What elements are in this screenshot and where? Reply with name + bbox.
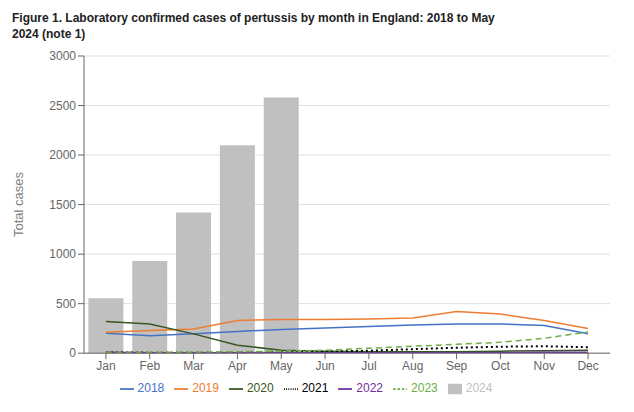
svg-text:0: 0 [69,346,76,360]
html-text:2021: 2021 [301,381,329,396]
svg-text:Jul: Jul [361,359,376,373]
svg-text:Dec: Dec [577,359,598,373]
svg-text:Apr: Apr [228,359,247,373]
svg-text:1500: 1500 [49,198,76,212]
svg-text:1000: 1000 [49,247,76,261]
svg-text:3000: 3000 [49,49,76,63]
html-text:2024 (note 1): 2024 (note 1) [12,27,86,41]
html-text:Figure 1. Laboratory confirmed: Figure 1. Laboratory confirmed cases of … [12,11,495,25]
svg-text:Feb: Feb [139,359,160,373]
svg-text:500: 500 [56,297,76,311]
html-text:2019: 2019 [192,381,219,396]
svg-text:Sep: Sep [446,359,468,373]
svg-text:May: May [270,359,293,373]
svg-text:Nov: Nov [534,359,555,373]
svg-text:Mar: Mar [183,359,204,373]
svg-text:Aug: Aug [402,359,423,373]
html-text:2022: 2022 [356,381,383,396]
svg-text:Jan: Jan [96,359,115,373]
html-text:2023: 2023 [411,381,438,396]
svg-text:Jun: Jun [315,359,334,373]
svg-text:Total cases: Total cases [11,172,26,238]
svg-text:2500: 2500 [49,99,76,113]
html-text:2018: 2018 [137,381,165,396]
svg-text:Oct: Oct [491,359,510,373]
html-text:2024: 2024 [465,381,493,396]
svg-text:2000: 2000 [49,148,76,162]
html-text:2020: 2020 [246,381,274,396]
